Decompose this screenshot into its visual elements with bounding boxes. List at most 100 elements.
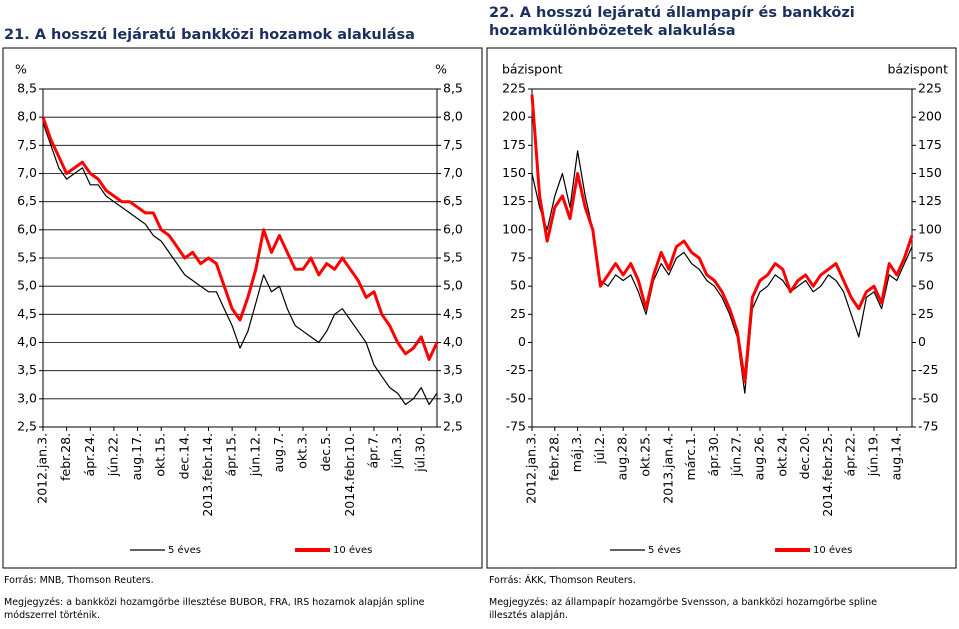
x-tick-label: ápr.24. bbox=[82, 433, 97, 476]
y-tick-label: 125 bbox=[918, 193, 942, 208]
y-tick-label: 8,5 bbox=[17, 81, 37, 96]
source: Forrás: MNB, Thomson Reuters. bbox=[4, 575, 154, 586]
y-tick-label: 175 bbox=[502, 137, 526, 152]
unit-label: % bbox=[435, 62, 447, 77]
x-tick-label: márc.1. bbox=[683, 433, 698, 480]
y-tick-label: 5,0 bbox=[17, 278, 37, 293]
y-tick-label: 50 bbox=[510, 278, 526, 293]
y-tick-label: -25 bbox=[506, 362, 526, 377]
y-tick-label: -50 bbox=[506, 390, 526, 405]
y-tick-label: 5,0 bbox=[443, 278, 463, 293]
unit-label: % bbox=[15, 62, 27, 77]
y-tick-label: 100 bbox=[918, 221, 942, 236]
series-line bbox=[42, 122, 438, 406]
x-tick-label: máj.3. bbox=[569, 433, 584, 472]
y-tick-label: 6,0 bbox=[443, 221, 463, 236]
x-tick-label: júl.30. bbox=[413, 433, 428, 473]
x-tick-label: aug.26. bbox=[752, 433, 767, 480]
y-tick-label: 6,5 bbox=[17, 193, 37, 208]
y-tick-label: 3,0 bbox=[17, 390, 37, 405]
x-tick-label: 2013.febr.14. bbox=[200, 433, 215, 517]
y-tick-label: 25 bbox=[918, 306, 934, 321]
y-tick-label: 8,5 bbox=[443, 81, 463, 96]
y-tick-label: 150 bbox=[918, 165, 942, 180]
y-tick-label: 0 bbox=[518, 334, 526, 349]
y-tick-label: 200 bbox=[918, 109, 942, 124]
note: Megjegyzés: a bankközi hozamgörbe illesz… bbox=[4, 597, 425, 621]
x-tick-label: jún.3. bbox=[389, 433, 404, 469]
chart-title: 22. A hosszú lejáratú állampapír és bank… bbox=[489, 5, 855, 39]
legend-label: 5 éves bbox=[648, 544, 681, 556]
x-tick-label: júl.2. bbox=[592, 433, 607, 465]
y-tick-label: 5,5 bbox=[443, 250, 463, 265]
source: Forrás: ÁKK, Thomson Reuters. bbox=[489, 575, 636, 586]
unit-label: bázispont bbox=[502, 62, 563, 77]
x-tick-label: jún.27. bbox=[729, 433, 744, 477]
x-tick-label: 2012.jan.3. bbox=[35, 433, 50, 504]
frame bbox=[2, 47, 483, 569]
chart-title: 21. A hosszú lejáratú bankközi hozamok a… bbox=[4, 27, 415, 43]
series-line bbox=[531, 150, 913, 394]
x-tick-label: ápr.30. bbox=[706, 433, 721, 476]
x-tick-label: dec.20. bbox=[797, 433, 812, 479]
y-tick-label: 8,0 bbox=[17, 109, 37, 124]
x-tick-label: 2013.jan.4. bbox=[660, 433, 675, 504]
y-tick-label: 6,5 bbox=[443, 193, 463, 208]
note: Megjegyzés: az állampapír hozamgörbe Sve… bbox=[489, 597, 877, 621]
x-tick-label: aug.28. bbox=[615, 433, 630, 480]
y-tick-label: 0 bbox=[918, 334, 926, 349]
y-tick-label: 7,5 bbox=[443, 137, 463, 152]
x-tick-label: 2014.febr.25. bbox=[820, 433, 835, 517]
y-tick-label: 150 bbox=[502, 165, 526, 180]
plot-area bbox=[531, 88, 913, 428]
y-tick-label: 7,0 bbox=[17, 165, 37, 180]
x-tick-label: aug.17. bbox=[129, 433, 144, 480]
x-tick-label: okt.25. bbox=[638, 433, 653, 477]
legend-label: 10 éves bbox=[813, 544, 852, 556]
y-tick-label: 6,0 bbox=[17, 221, 37, 236]
series-line bbox=[530, 94, 914, 384]
y-tick-label: 5,5 bbox=[17, 250, 37, 265]
x-tick-label: jún.22. bbox=[105, 433, 120, 477]
x-tick-label: ápr.7. bbox=[365, 433, 380, 469]
x-tick-label: okt.24. bbox=[774, 433, 789, 477]
y-tick-label: 7,5 bbox=[17, 137, 37, 152]
plot-area bbox=[42, 88, 438, 428]
y-tick-label: 8,0 bbox=[443, 109, 463, 124]
y-tick-label: 225 bbox=[502, 81, 526, 96]
y-tick-label: 25 bbox=[510, 306, 526, 321]
y-tick-label: -50 bbox=[918, 390, 938, 405]
y-tick-label: 50 bbox=[918, 278, 934, 293]
y-tick-label: 125 bbox=[502, 193, 526, 208]
y-tick-label: 2,5 bbox=[17, 419, 37, 434]
y-tick-label: 100 bbox=[502, 221, 526, 236]
y-tick-label: 4,0 bbox=[17, 334, 37, 349]
y-tick-label: 3,5 bbox=[443, 362, 463, 377]
x-tick-label: 2012.jan.3. bbox=[524, 433, 539, 504]
x-tick-label: jún.19. bbox=[866, 433, 881, 477]
y-tick-label: 75 bbox=[510, 250, 526, 265]
y-tick-label: -75 bbox=[506, 419, 526, 434]
x-tick-label: febr.28. bbox=[58, 433, 73, 481]
legend-label: 5 éves bbox=[168, 544, 201, 556]
unit-label: bázispont bbox=[887, 62, 948, 77]
x-tick-label: febr.28. bbox=[546, 433, 561, 481]
y-tick-label: -25 bbox=[918, 362, 938, 377]
x-tick-label: dec.5. bbox=[318, 433, 333, 471]
y-tick-label: 3,0 bbox=[443, 390, 463, 405]
y-tick-label: 4,5 bbox=[443, 306, 463, 321]
x-tick-label: jún.12. bbox=[247, 433, 262, 477]
y-tick-label: 4,5 bbox=[17, 306, 37, 321]
y-tick-label: 7,0 bbox=[443, 165, 463, 180]
x-tick-label: 2014.febr.10. bbox=[342, 433, 357, 517]
x-tick-label: ápr.22. bbox=[843, 433, 858, 476]
x-tick-label: aug.14. bbox=[888, 433, 903, 480]
y-tick-label: 4,0 bbox=[443, 334, 463, 349]
x-tick-label: aug.7. bbox=[271, 433, 286, 472]
y-tick-label: 3,5 bbox=[17, 362, 37, 377]
y-tick-label: -75 bbox=[918, 419, 938, 434]
series-line bbox=[41, 116, 439, 361]
x-tick-label: okt.15. bbox=[153, 433, 168, 477]
